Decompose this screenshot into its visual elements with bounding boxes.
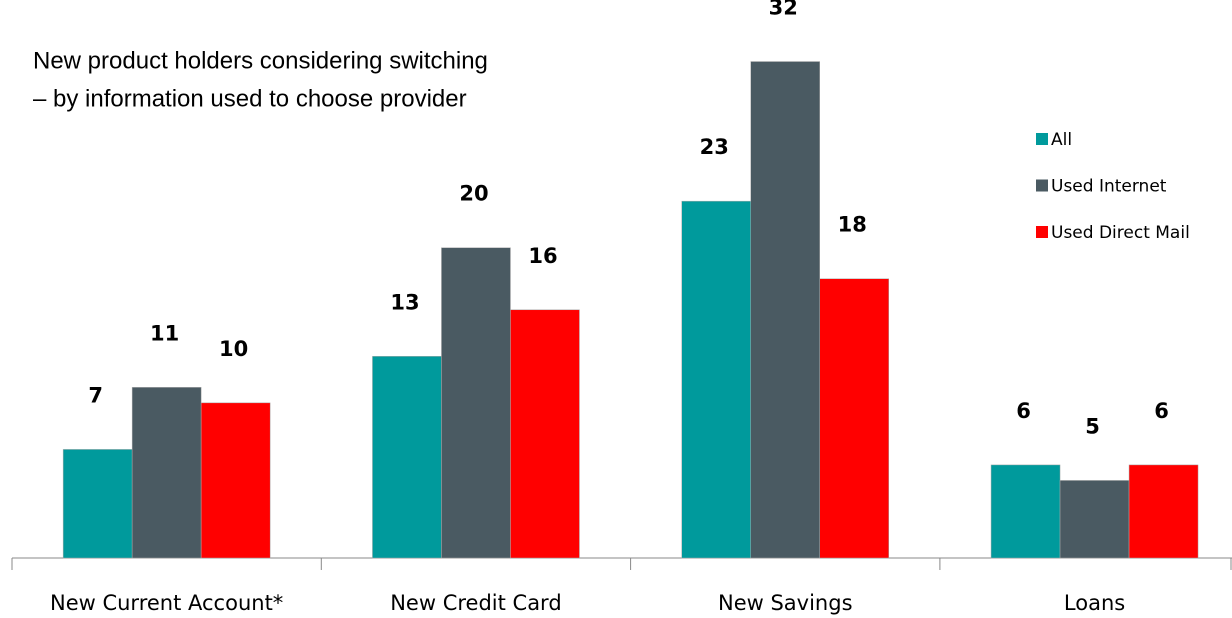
data-label: 7 <box>88 383 103 407</box>
bar <box>1128 464 1199 559</box>
bar <box>372 356 442 559</box>
chart-subtitle: – by information used to choose provider <box>33 85 467 112</box>
chart-title: New product holders considering switchin… <box>33 47 488 74</box>
legend-swatch <box>1036 226 1048 238</box>
legend-swatch <box>1036 133 1048 145</box>
data-label: 10 <box>219 337 248 361</box>
legend-label: Used Internet <box>1051 177 1167 197</box>
bar <box>200 402 271 559</box>
bar <box>131 387 202 559</box>
x-tick-label: Loans <box>1064 591 1125 615</box>
bar <box>990 464 1061 559</box>
data-label: 32 <box>769 0 798 20</box>
legend-swatch <box>1036 179 1048 192</box>
data-label: 23 <box>700 135 729 159</box>
bar <box>62 449 133 559</box>
x-tick-label: New Current Account* <box>50 591 283 615</box>
data-label: 6 <box>1016 399 1031 423</box>
bar <box>819 278 889 559</box>
data-label: 5 <box>1085 414 1100 438</box>
legend-label: Used Direct Mail <box>1051 223 1190 243</box>
data-label: 6 <box>1154 399 1169 423</box>
bar <box>441 247 511 559</box>
data-label: 18 <box>838 213 867 237</box>
data-label: 16 <box>528 244 557 268</box>
bar <box>1059 480 1130 559</box>
bar <box>510 309 580 559</box>
data-label: 20 <box>459 182 488 206</box>
x-tick-label: New Savings <box>718 591 853 615</box>
legend-label: All <box>1051 130 1072 150</box>
data-label: 11 <box>150 321 179 345</box>
bar <box>681 200 751 559</box>
x-tick-label: New Credit Card <box>390 591 561 615</box>
bar <box>750 61 820 559</box>
data-label: 13 <box>390 290 419 314</box>
